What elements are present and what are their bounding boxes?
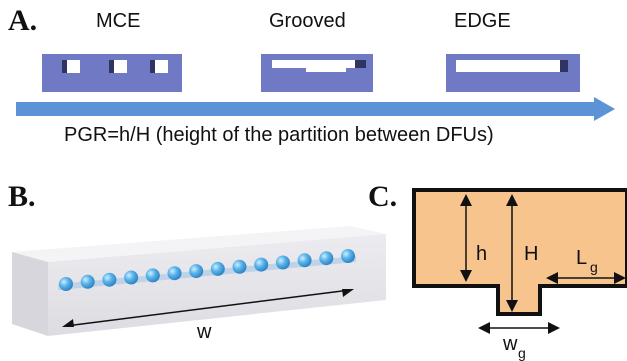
pgr-arrow [16,97,615,121]
design-label-edge: EDGE [454,10,511,32]
w-symbol: w [502,333,518,355]
w-subscript: g [518,345,526,361]
L-symbol: L [576,247,587,269]
edge-cross-section [446,54,580,92]
chamber-diagram [412,188,627,316]
design-label-mce: MCE [96,10,141,32]
grooved-cross-section [261,54,373,92]
droplet [275,255,290,270]
droplet [124,270,139,285]
panel-a-label: A. [8,4,38,37]
droplet [167,266,182,281]
pgr-caption: PGR=h/H (height of the partition between… [64,124,494,146]
h-symbol: h [476,243,487,265]
droplet [297,253,312,268]
droplet-row [59,249,355,291]
droplet [319,251,334,266]
Lg-dimension-arrow [546,272,626,284]
width-symbol: w [196,321,212,343]
H-symbol: H [524,243,538,265]
droplet [102,272,117,287]
droplet [254,257,269,272]
width-arrow [62,289,354,327]
panel-c-label: C. [368,180,398,213]
wg-dimension-arrow [478,322,560,334]
h-dimension-arrow [460,194,472,282]
droplet [232,259,247,274]
droplet [59,277,73,291]
mce-cross-section [42,54,182,92]
panel-b-label: B. [8,180,36,213]
droplet [145,268,160,283]
H-dimension-arrow [506,194,518,312]
L-subscript: g [590,259,598,275]
droplet [210,261,225,276]
droplet [80,274,95,289]
droplet [189,264,204,279]
droplet [341,249,355,263]
design-label-grooved: Grooved [269,10,346,32]
